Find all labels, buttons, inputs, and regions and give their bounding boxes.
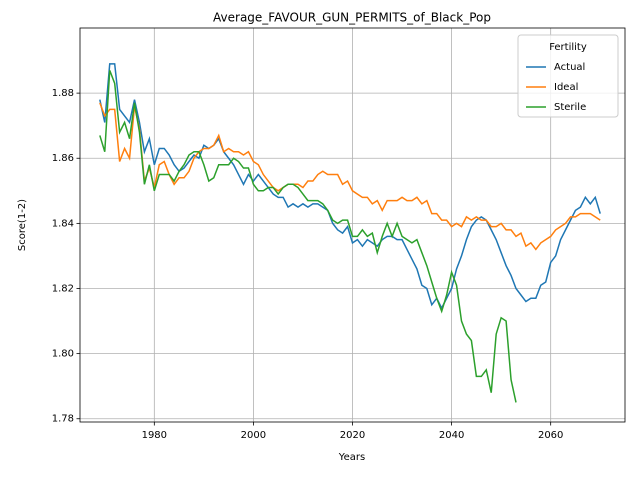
legend: Fertility Actual Ideal Sterile xyxy=(517,34,619,118)
legend-box xyxy=(517,34,619,118)
x-tick-label: 2060 xyxy=(538,430,563,441)
x-tick-label: 2040 xyxy=(439,430,464,441)
y-axis-label: Score(1-2) xyxy=(17,199,28,251)
y-tick-label: 1.80 xyxy=(52,349,74,360)
chart-title: Average_FAVOUR_GUN_PERMITS_of_Black_Pop xyxy=(213,11,491,25)
legend-label: Sterile xyxy=(554,102,586,113)
legend-title: Fertility xyxy=(549,42,587,53)
line-series xyxy=(99,70,517,403)
line-series xyxy=(99,102,601,251)
x-axis-label: Years xyxy=(338,452,365,463)
y-tick-label: 1.86 xyxy=(52,153,74,164)
y-tick-label: 1.78 xyxy=(52,414,74,425)
x-tick-label: 2020 xyxy=(340,430,365,441)
legend-label: Actual xyxy=(554,62,585,73)
y-tick-label: 1.84 xyxy=(52,218,74,229)
x-tick-label: 2000 xyxy=(241,430,266,441)
y-tick-label: 1.88 xyxy=(52,88,74,99)
axes-frame xyxy=(79,27,626,423)
line-series xyxy=(99,63,601,310)
y-tick-label: 1.82 xyxy=(52,283,74,294)
legend-label: Ideal xyxy=(554,82,578,93)
x-tick-label: 1980 xyxy=(142,430,167,441)
